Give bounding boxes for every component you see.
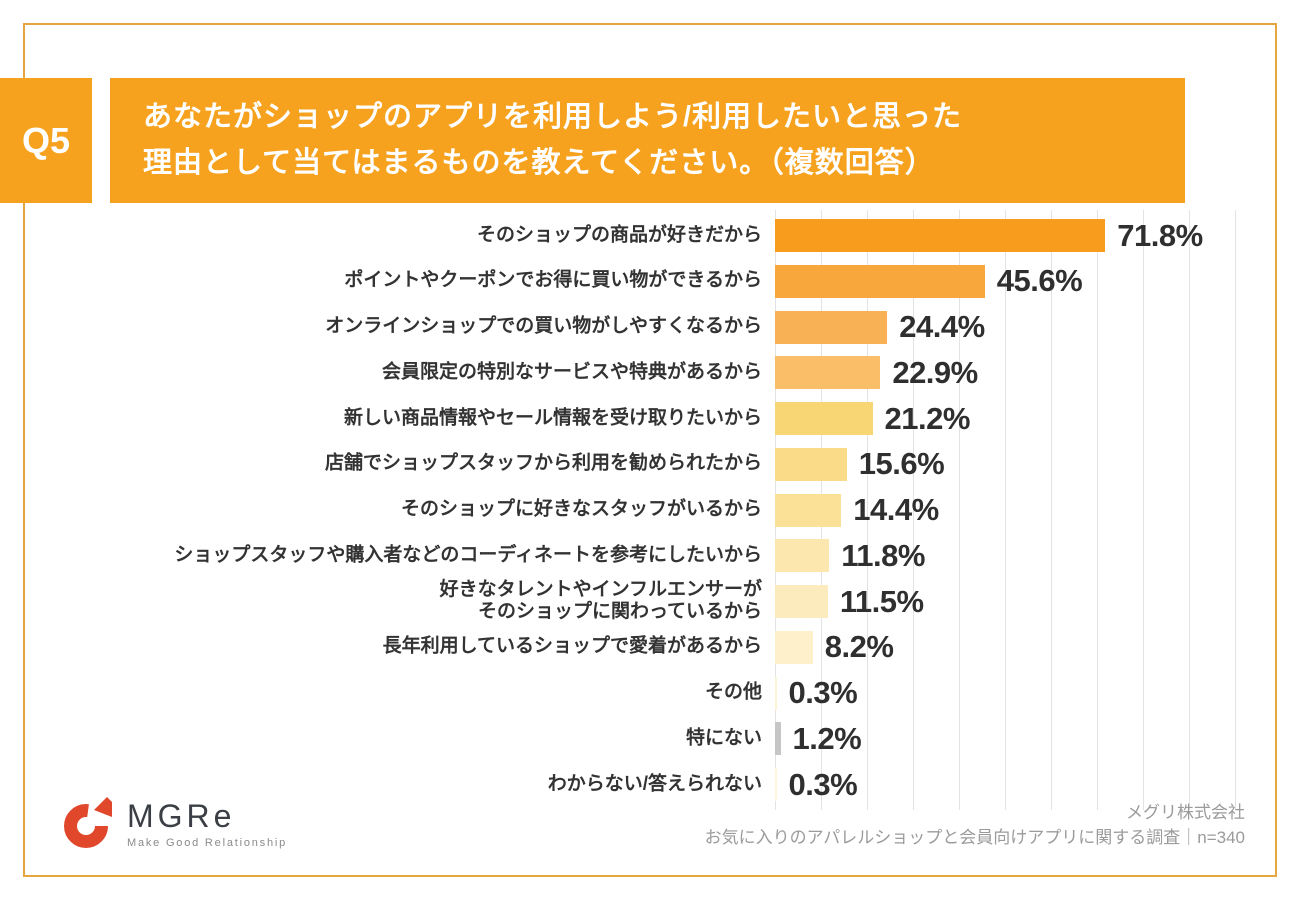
category-label: ショップスタッフや購入者などのコーディネートを参考にしたいから	[174, 544, 762, 566]
value-label: 0.3%	[788, 766, 858, 802]
gridline	[1097, 210, 1098, 810]
gridline	[1005, 210, 1006, 810]
logo-name: MGRe	[127, 798, 236, 834]
category-label: 新しい商品情報やセール情報を受け取りたいから	[343, 407, 762, 429]
question-title-line2: 理由として当てはまるものを教えてください。（複数回答）	[143, 146, 935, 179]
bar	[775, 219, 1106, 252]
bar	[775, 264, 985, 298]
value-label: 71.8%	[1117, 217, 1203, 253]
question-title-line1: あなたがショップのアプリを利用しよう/利用したいと思った	[143, 100, 963, 133]
gridline	[1143, 210, 1144, 810]
gridline	[1189, 210, 1190, 810]
category-label: 長年利用しているショップで愛着があるから	[382, 635, 762, 657]
value-label: 22.9%	[892, 354, 978, 390]
bar	[775, 493, 842, 527]
category-label: 特にない	[685, 727, 762, 749]
category-label: そのショップに好きなスタッフがいるから	[400, 498, 762, 520]
bar	[775, 585, 828, 618]
value-label: 15.6%	[858, 446, 945, 482]
value-label: 45.6%	[996, 263, 1083, 299]
gridline	[1235, 210, 1236, 810]
gridline	[1051, 210, 1052, 810]
bar	[775, 402, 873, 435]
logo-tagline: Make Good Relationship	[127, 837, 288, 849]
question-number-badge: Q5	[0, 78, 92, 203]
value-label: 1.2%	[792, 720, 862, 756]
source-survey: お気に入りのアパレルショップと会員向けアプリに関する調査｜n=340	[704, 827, 1245, 847]
value-label: 14.4%	[853, 492, 939, 527]
value-label: 8.2%	[824, 629, 894, 665]
bar	[775, 722, 781, 756]
category-label: 好きなタレントやインフルエンサーが そのショップに関わっているから	[439, 578, 762, 623]
question-number: Q5	[21, 119, 71, 161]
category-label: その他	[704, 681, 762, 703]
company-logo: MGRe Make Good Relationship	[64, 796, 287, 850]
category-label: オンラインショップでの買い物がしやすくなるから	[325, 315, 762, 337]
category-label: そのショップの商品が好きだから	[476, 224, 762, 246]
bar	[775, 447, 847, 481]
gridline	[913, 210, 914, 810]
value-label: 11.8%	[841, 537, 925, 573]
category-label: 会員限定の特別なサービスや特典があるから	[381, 361, 762, 383]
bar	[775, 768, 777, 801]
value-label: 0.3%	[788, 675, 858, 710]
mgre-logo-icon	[64, 797, 112, 848]
value-label: 24.4%	[899, 309, 985, 344]
category-label: ポイントやクーポンでお得に買い物ができるから	[344, 269, 762, 291]
question-title-banner: あなたがショップのアプリを利用しよう/利用したいと思った 理由として当てはまるも…	[110, 78, 1185, 203]
bar	[775, 539, 830, 573]
category-label: 店舗でショップスタッフから利用を勧められたから	[324, 452, 762, 474]
gridline	[959, 210, 960, 810]
value-label: 11.5%	[839, 583, 924, 619]
source-note: メグリ株式会社 お気に入りのアパレルショップと会員向けアプリに関する調査｜n=3…	[705, 801, 1245, 850]
bar	[775, 310, 888, 344]
page-frame-border	[23, 23, 1277, 877]
category-label: わからない/答えられない	[547, 773, 762, 795]
bar	[775, 676, 777, 710]
value-label: 21.2%	[884, 400, 971, 436]
source-company: メグリ株式会社	[1126, 803, 1245, 822]
bar	[775, 630, 813, 664]
bar	[775, 356, 881, 390]
gridline	[867, 210, 868, 810]
